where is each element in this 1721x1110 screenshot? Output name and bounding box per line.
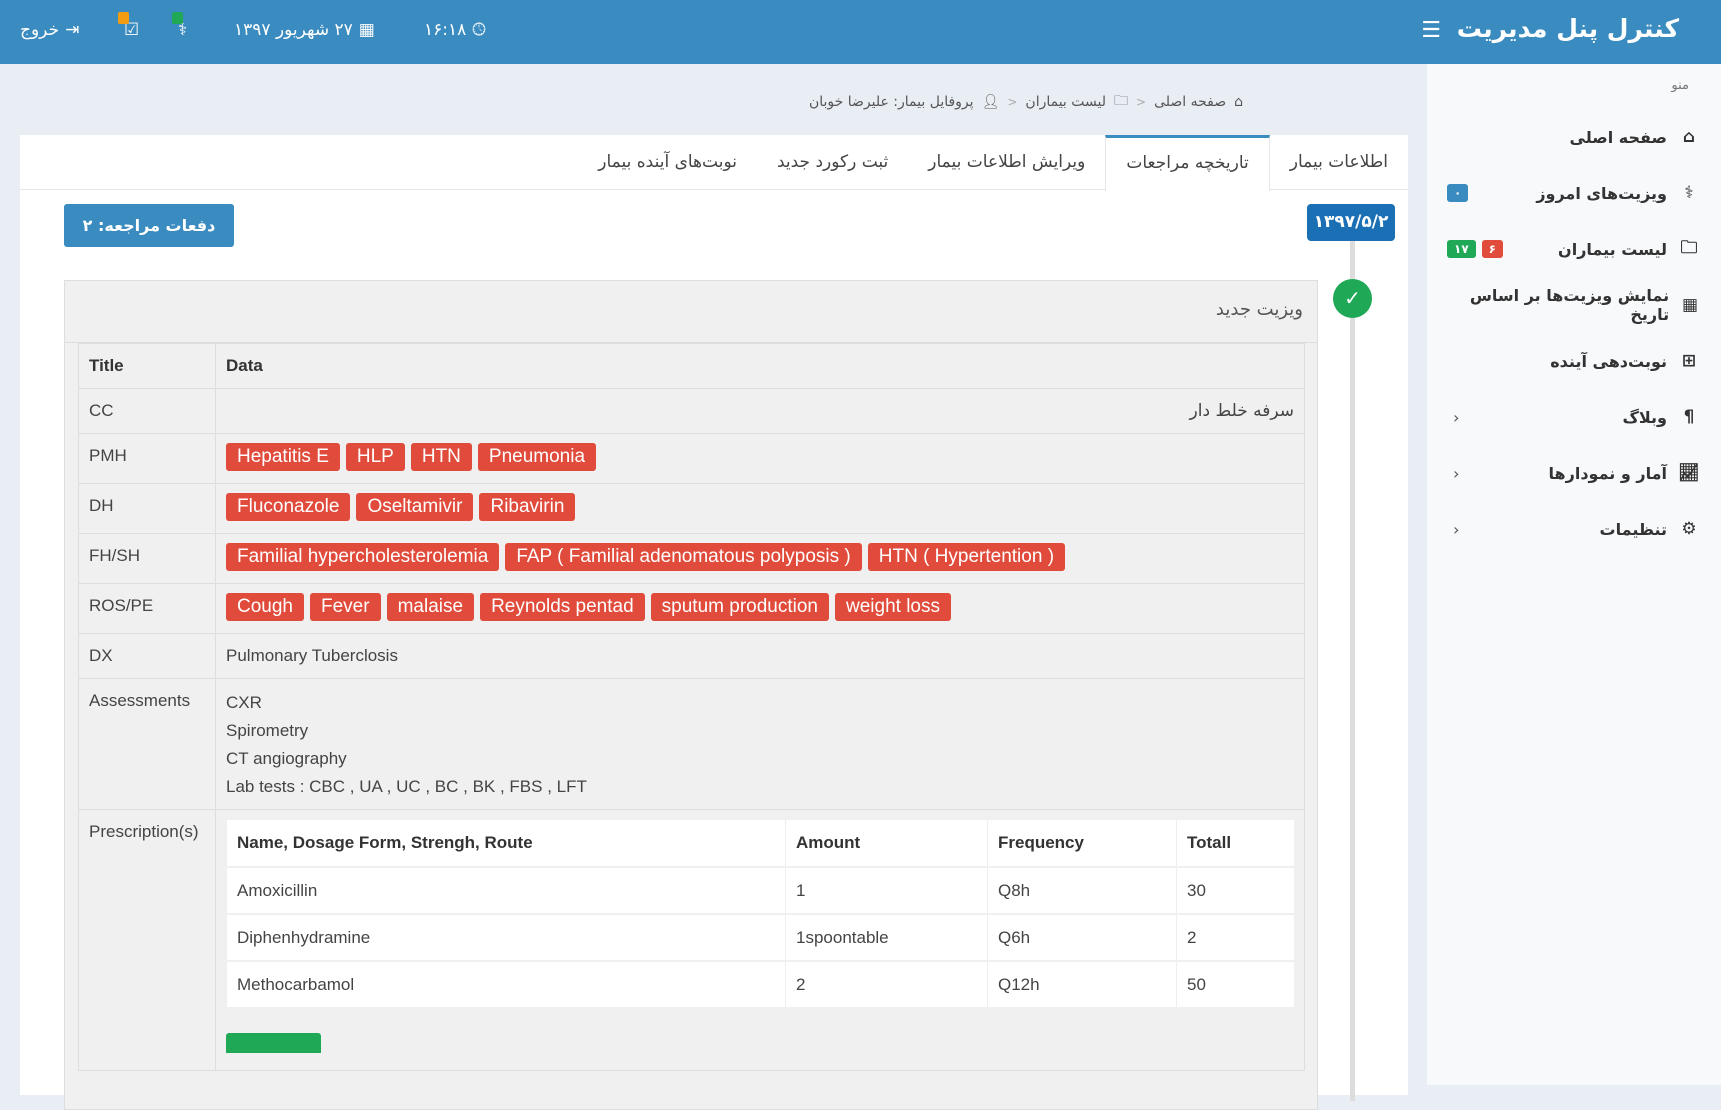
tab-patient-info[interactable]: اطلاعات بیمار	[1289, 152, 1388, 172]
logout-button[interactable]: ⇥ خروج	[20, 20, 80, 40]
top-bar: کنترل پنل مدیریت ☰ 🕓︎ ۱۶:۱۸ ▦ ۲۷ شهریور ۱۳…	[0, 0, 1721, 64]
calendar-plus-icon: ⊞	[1681, 351, 1697, 371]
sidebar-item-visits-by-date[interactable]: ▦ نمایش ویزیت‌ها بر اساس تاریخ	[1447, 285, 1701, 325]
prescription-table: Name, Dosage Form, Strengh, Route Amount F…	[226, 820, 1294, 1009]
chevron-left-icon: ‹	[1453, 407, 1460, 427]
tag-badge: HTN	[410, 443, 472, 471]
chevron-left-icon: ‹	[1453, 519, 1460, 539]
menu-toggle-icon[interactable]: ☰	[1421, 18, 1441, 43]
clock: 🕓︎ ۱۶:۱۸	[424, 20, 486, 40]
user-icon: 👤︎	[981, 94, 1000, 110]
table-row: FH/SH Familial hypercholesterolemia FAP ( …	[78, 533, 1305, 584]
tag-badge: sputum production	[650, 593, 829, 621]
sidebar: منو ⌂ صفحه اصلی ⚕ ویزیت‌های امروز ۰ 🗀 لیست ب…	[1427, 64, 1721, 1085]
tab-edit-patient[interactable]: ویرایش اطلاعات بیمار	[928, 152, 1086, 172]
visit-panel: ویزیت جدید Title Data CC سرفه خلط دار PMH H…	[64, 280, 1318, 1110]
sign-out-icon: ⇥	[65, 20, 80, 40]
sidebar-item-home[interactable]: ⌂ صفحه اصلی	[1447, 117, 1701, 157]
time-text: ۱۶:۱۸	[424, 20, 467, 40]
tab-future-appointments[interactable]: نوبت‌های آینده بیمار	[598, 152, 737, 172]
folder-icon: 🗀	[1114, 93, 1128, 109]
tag-badge: HLP	[345, 443, 405, 471]
chart-icon: 📈︎	[1678, 463, 1700, 483]
sidebar-item-blog[interactable]: ¶ وبلاگ ‹	[1447, 397, 1701, 437]
date-text: ۲۷ شهریور ۱۳۹۷	[234, 20, 353, 40]
home-icon: ⌂	[1234, 94, 1243, 110]
table-header: Title Data	[78, 343, 1305, 389]
breadcrumb: ⌂ صفحه اصلی < 🗀 لیست بیماران < 👤︎ پروفایل ب…	[809, 90, 1243, 114]
table-row: Prescription(s) Name, Dosage Form, Stren…	[78, 809, 1305, 1071]
table-row: ROS/PE Cough Fever malaise Reynolds pentad sp…	[78, 583, 1305, 634]
tag-badge: Fluconazole	[226, 493, 351, 521]
prescription-row: Methocarbamol 2 Q12h 50	[226, 961, 1294, 1009]
count-badge: ۱۷	[1447, 240, 1476, 258]
stethoscope-icon: ⚕	[1684, 183, 1694, 203]
tag-badge: Hepatitis E	[226, 443, 340, 471]
breadcrumb-patients[interactable]: لیست بیماران	[1025, 94, 1106, 110]
breadcrumb-home[interactable]: صفحه اصلی	[1154, 94, 1227, 110]
tag-badge: Reynolds pentad	[480, 593, 645, 621]
sidebar-item-stats[interactable]: 📈︎ آمار و نمودارها ‹	[1447, 453, 1701, 493]
sidebar-item-settings[interactable]: ⚙ تنظیمات ‹	[1447, 509, 1701, 549]
tag-badge: malaise	[386, 593, 475, 621]
stethoscope-icon: ⚕	[178, 20, 188, 40]
prescription-row: Amoxicillin 1 Q8h 30	[226, 867, 1294, 915]
chevron-left-icon: ‹	[1453, 463, 1460, 483]
gear-icon: ⚙	[1681, 519, 1697, 539]
tab-new-record[interactable]: ثبت رکورد جدید	[776, 152, 889, 172]
folder-icon: 🗀	[1680, 237, 1698, 258]
count-badge: ۶	[1481, 240, 1503, 258]
tag-badge: Pneumonia	[477, 443, 597, 471]
visit-title: ویزیت جدید	[65, 281, 1317, 343]
tag-badge: Ribavirin	[479, 493, 576, 521]
tag-badge: weight loss	[835, 593, 951, 621]
table-row: CC سرفه خلط دار	[78, 388, 1305, 434]
tag-badge: HTN ( Hypertention )	[867, 543, 1066, 571]
clock-icon: 🕓︎	[472, 20, 486, 40]
sidebar-item-patients[interactable]: 🗀 لیست بیماران ۱۷ ۶	[1447, 229, 1701, 269]
tabs: اطلاعات بیمار تاریخچه مراجعات ویرایش اطل…	[20, 135, 1408, 191]
count-badge: ۰	[1447, 184, 1469, 202]
tag-badge: Cough	[226, 593, 304, 621]
sidebar-item-today-visits[interactable]: ⚕ ویزیت‌های امروز ۰	[1447, 173, 1701, 213]
calendar-check-icon: ☑	[124, 20, 140, 40]
action-button[interactable]	[226, 1033, 321, 1053]
table-row: DX Pulmonary Tuberclosis	[78, 633, 1305, 679]
breadcrumb-current: پروفایل بیمار: علیرضا خوبان	[808, 94, 974, 110]
prescription-row: Diphenhydramine 1spoontable Q6h 2	[226, 914, 1294, 962]
home-icon: ⌂	[1682, 127, 1696, 147]
tab-visit-history[interactable]: تاریخچه مراجعات	[1105, 135, 1270, 191]
sidebar-title: منو	[1671, 78, 1689, 93]
appointments-notification[interactable]: ☑	[118, 12, 140, 40]
sidebar-item-future-appointments[interactable]: ⊞ نوبت‌دهی آینده	[1447, 341, 1701, 381]
app-title: کنترل پنل مدیریت	[1456, 14, 1679, 43]
paragraph-icon: ¶	[1683, 407, 1695, 427]
table-row: PMH Hepatitis E HLP HTN Pneumonia	[78, 433, 1305, 484]
tag-badge: Familial hypercholesterolemia	[226, 543, 500, 571]
table-row: Assessments CXR Spirometry CT angiography L…	[78, 678, 1305, 810]
check-icon: ✓	[1333, 279, 1372, 318]
tag-badge: FAP ( Familial adenomatous polyposis )	[505, 543, 862, 571]
calendar-icon: ▦	[1682, 295, 1699, 315]
timeline-line	[1350, 241, 1355, 1101]
date: ▦ ۲۷ شهریور ۱۳۹۷	[234, 20, 375, 40]
visits-notification[interactable]: ⚕	[172, 12, 188, 40]
table-row: DH Fluconazole Oseltamivir Ribavirin	[78, 483, 1305, 534]
tag-badge: Fever	[310, 593, 381, 621]
visit-count-button[interactable]: دفعات مراجعه: ۲	[64, 204, 234, 247]
calendar-icon: ▦	[358, 20, 375, 40]
tag-badge: Oseltamivir	[356, 493, 474, 521]
patient-card: اطلاعات بیمار تاریخچه مراجعات ویرایش اطل…	[20, 135, 1408, 1110]
visit-date-badge: ۱۳۹۷/۵/۲	[1307, 204, 1395, 241]
